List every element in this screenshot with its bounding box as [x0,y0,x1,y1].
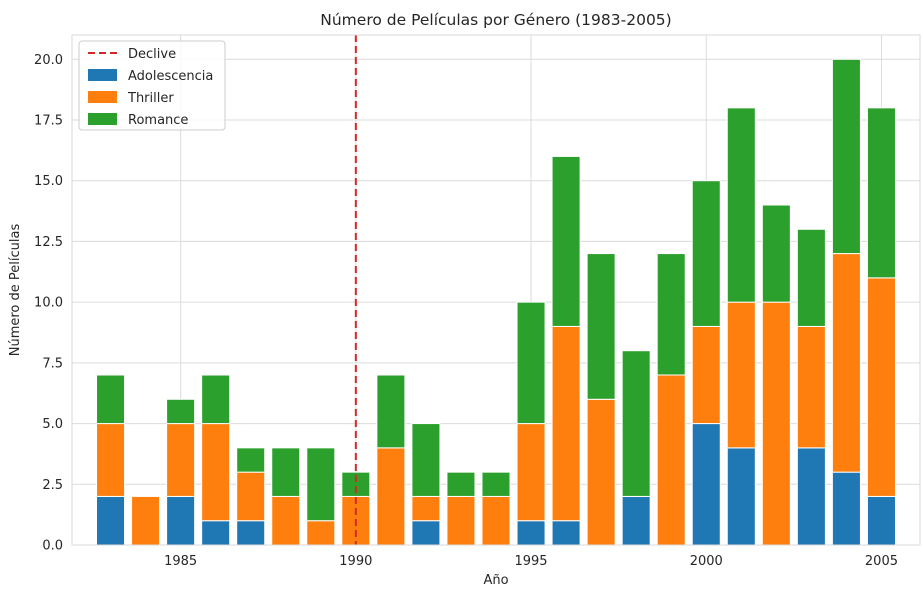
y-axis-label: Número de Películas [8,224,23,357]
bar-romance-2001 [726,107,756,303]
legend-box [78,40,226,131]
y-tick-label: 0.0 [42,539,63,554]
bar-romance-1983 [96,374,126,425]
y-tick-label: 15.0 [34,174,63,189]
x-tick-label: 1995 [514,554,547,569]
bar-romance-1988 [271,447,301,497]
bar-thriller-1989 [306,520,336,546]
bar-thriller-1997 [586,398,616,546]
bar-thriller-1991 [376,447,406,546]
bar-romance-1997 [586,253,616,400]
bar-romance-1989 [306,447,336,522]
bar-romance-1996 [551,155,581,327]
bar-thriller-1987 [236,471,266,522]
bar-adolescencia-2001 [726,447,756,546]
bar-thriller-1984 [131,495,161,546]
bar-romance-1994 [481,471,511,497]
bar-adolescencia-2005 [866,495,896,546]
bar-romance-1999 [656,253,686,376]
y-tick-label: 2.5 [42,478,63,493]
bar-romance-1993 [446,471,476,497]
bar-thriller-1994 [481,495,511,546]
bar-adolescencia-2000 [691,423,721,546]
bar-adolescencia-1987 [236,520,266,546]
bar-thriller-2003 [796,325,826,449]
bar-adolescencia-1998 [621,495,651,546]
bars [96,58,896,546]
bar-romance-2000 [691,180,721,327]
legend-label: Thriller [127,91,174,106]
x-tick-label: 2005 [865,554,898,569]
plot-frame [71,34,921,546]
axes: 0.0 2.5 5.0 7.5 10.0 12.5 15.0 17.5 20.0 1985 1990… [34,34,921,569]
bar-thriller-2004 [831,253,861,473]
bar-adolescencia-2004 [831,471,861,546]
bar-thriller-1986 [201,423,231,522]
bar-romance-1991 [376,374,406,449]
bar-adolescencia-1995 [516,520,546,546]
x-tick-label: 2000 [690,554,723,569]
bar-romance-2005 [866,107,896,279]
bar-romance-1986 [201,374,231,425]
bar-thriller-2005 [866,277,896,497]
bar-thriller-1996 [551,325,581,522]
bar-thriller-2002 [761,301,791,546]
bar-thriller-2001 [726,301,756,449]
legend-swatch-romance [88,113,117,125]
bar-adolescencia-1983 [96,495,126,546]
bar-thriller-1988 [271,495,301,546]
bar-romance-2004 [831,58,861,255]
y-tick-label: 5.0 [42,417,63,432]
bar-thriller-1985 [166,423,196,497]
legend: Declive Adolescencia Thriller Romance [78,40,226,131]
bar-romance-1995 [516,301,546,425]
x-axis-label: Año [483,573,508,588]
bar-adolescencia-1992 [411,520,441,546]
bar-adolescencia-1996 [551,520,581,546]
bar-thriller-1983 [96,423,126,497]
bar-thriller-1992 [411,495,441,522]
bar-romance-1992 [411,423,441,497]
chart-title: Número de Películas por Género (1983-200… [320,11,671,29]
x-tick-label: 1990 [339,554,372,569]
legend-swatch-adolescencia [88,69,117,81]
y-tick-label: 10.0 [34,296,63,311]
bar-thriller-2000 [691,325,721,425]
y-tick-label: 12.5 [34,235,63,250]
bar-adolescencia-1986 [201,520,231,546]
bar-romance-1985 [166,398,196,425]
y-tick-label: 17.5 [34,114,63,129]
legend-label: Romance [128,113,188,128]
bar-adolescencia-2003 [796,447,826,546]
y-tick-label: 20.0 [34,53,63,68]
legend-label: Adolescencia [128,69,213,84]
y-tick-label: 7.5 [42,356,63,371]
bar-romance-1998 [621,350,651,497]
bar-thriller-1999 [656,374,686,546]
bar-romance-2003 [796,228,826,327]
bar-adolescencia-1985 [166,495,196,546]
bar-thriller-1995 [516,423,546,522]
legend-label: Declive [128,47,176,62]
bar-thriller-1993 [446,495,476,546]
legend-swatch-thriller [88,91,117,103]
bar-romance-1987 [236,447,266,473]
bar-romance-2002 [761,204,791,303]
x-tick-label: 1985 [164,554,197,569]
